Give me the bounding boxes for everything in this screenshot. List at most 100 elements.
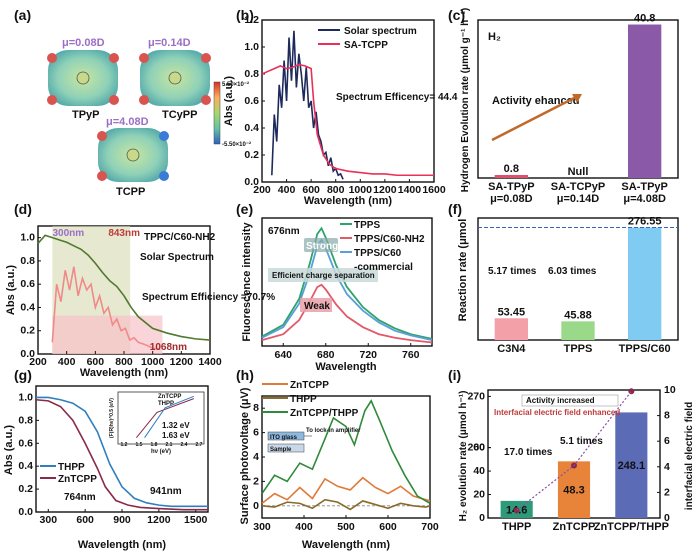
- dipole-label: μ=0.08D: [62, 37, 105, 49]
- plot-area: 200 400 600 800 1000 1200 1400 0.0 0.2 0.4 0.6 0.8 1…: [20, 226, 222, 368]
- series-line-tppc-c60-nh2: [37, 234, 211, 341]
- x-tick-label: 600: [379, 521, 397, 533]
- annotation-activity-increased: Activity increased: [526, 396, 595, 405]
- x-tick-label: 1200: [170, 356, 194, 368]
- x-tick-label: 400: [278, 184, 296, 196]
- category-sublabel: μ=4.08D: [623, 193, 666, 205]
- y-tick-label: 200: [467, 442, 485, 454]
- y-tick-label: 0: [479, 512, 485, 524]
- y-tick-label: 0.0: [18, 506, 33, 518]
- annotation-activity: Activity ehanced: [492, 95, 579, 107]
- annotation-5-17: 5.17 times: [488, 266, 537, 277]
- series-line-zntcpp: [35, 398, 208, 511]
- setup-sample: Sample: [270, 447, 292, 453]
- plot-area: 300 600 900 1200 1500 0.0 0.2 0.4 0.6 0.8 1.0: [18, 391, 208, 526]
- y-tick-label: 0.8: [244, 68, 259, 80]
- y-tick-label: 0.4: [18, 460, 33, 472]
- charge-node: [97, 131, 107, 141]
- annotation-strong: Strong: [306, 241, 338, 252]
- x-tick-label: 680: [317, 349, 335, 361]
- bar-2: [615, 412, 648, 518]
- y-tick-label-right: 10: [664, 384, 676, 396]
- x-tick-label: 800: [115, 356, 133, 368]
- category-sublabel: μ=0.08D: [490, 193, 533, 205]
- series-line-thpp: [36, 396, 208, 508]
- category-label: SA-TCPyP: [551, 181, 605, 193]
- annotation-field-enhanced: Interfacial electric field enhanced: [494, 408, 620, 417]
- category-label: SA-TPyP: [621, 181, 667, 193]
- y-tick-label: 270: [467, 390, 485, 402]
- annotation-separation: Efficient charge separation: [272, 271, 375, 280]
- y-tick-label-right: 6: [664, 435, 670, 447]
- setup-ito: ITO glass: [270, 435, 298, 441]
- panel-label-a: (a): [14, 7, 31, 23]
- series-line-tpps-c60: [261, 238, 433, 341]
- legend-h2: H₂: [488, 31, 501, 43]
- plot-area: 300 400 500 600 700 0 2 4 6 8: [253, 399, 439, 533]
- spv-setup-schematic: ITO glass Sample To lock-in amplifier: [267, 428, 361, 453]
- y-tick-label-right: 8: [664, 410, 670, 422]
- y-tick-label: 6: [253, 427, 259, 439]
- molecule-name: TCPP: [116, 186, 145, 198]
- x-tick-label: 400: [295, 521, 313, 533]
- y-tick-label: 20: [473, 489, 485, 501]
- inset-x-tick: 2.4: [181, 442, 188, 448]
- y-tick-label: 8: [253, 402, 259, 414]
- colorbar-bottom-label: -5.50×10⁻²: [222, 141, 251, 148]
- y-tick-label: 40: [473, 465, 485, 477]
- plot-area: 640 680 720 760: [261, 226, 433, 361]
- plot-area: 0204060200270024681014.6THPP48.3ZnTCPP24…: [467, 384, 675, 533]
- legend-tpps-c60: TPPS/C60: [354, 248, 402, 259]
- y-tick-label: 0.4: [244, 122, 259, 134]
- y-axis-label: Abs (a.u.): [5, 265, 17, 315]
- y-tick-label: 0.8: [18, 414, 33, 426]
- series-line-zntcpp: [261, 476, 431, 504]
- charge-node: [47, 53, 57, 63]
- sample-layer: [267, 443, 305, 453]
- molecule-name: TPyP: [72, 109, 100, 121]
- panel-label-f: (f): [448, 201, 462, 217]
- inset-x-tick: 2.1: [166, 442, 173, 448]
- panel-c: (c) 0.8SA-TPyPμ=0.08DNullSA-TCPyPμ=0.14D…: [448, 7, 679, 205]
- core-atom: [126, 148, 140, 162]
- panel-d: (d) 200 400 600 800 1000 1200 1400 0.0 0.2 0.4 0.6…: [5, 201, 275, 379]
- plot-frame: [261, 217, 433, 347]
- bar-value-label: 48.3: [563, 485, 584, 497]
- x-tick-label: 900: [113, 514, 131, 526]
- panel-a: (a) μ=0.08D TPyP μ=0.14D TCyPP: [14, 7, 251, 198]
- legend-tpps-c60nh2: TPPS/C60-NH2: [354, 234, 425, 245]
- inset-value-1: 1.32 eV: [162, 421, 190, 430]
- legend-thpp: THPP: [290, 394, 317, 405]
- panel-f: (f) 53.45 C3N4 45.88 TPPS 276.55 TPPS/C60 Rea…: [448, 201, 679, 355]
- setup-lockin: To lock-in amplifier: [306, 428, 361, 434]
- category-label: ZnTCPP/THPP: [594, 521, 669, 533]
- x-tick-label: 600: [76, 514, 94, 526]
- category-label: C3N4: [497, 343, 526, 355]
- y-tick-label: 2: [253, 475, 259, 487]
- series-line-solar-spectrum: [51, 266, 160, 351]
- y-tick-label: 0.6: [20, 278, 35, 290]
- plot-area: 53.45 C3N4 45.88 TPPS 276.55 TPPS/C60: [478, 216, 678, 355]
- y-tick-label-right: 2: [664, 486, 670, 498]
- charge-node: [109, 53, 119, 63]
- y-tick-label-right: 4: [664, 461, 670, 473]
- series-line-solar-spectrum: [271, 30, 344, 180]
- charge-node: [139, 53, 149, 63]
- category-label: TPPS/C60: [619, 343, 671, 355]
- y-axis-label: Reaction rate (μmol: [457, 219, 469, 322]
- esp-colorbar: [213, 81, 221, 145]
- inset-plot-area: 1.2 1.5 1.8 2.1 2.4 2.7: [121, 395, 203, 448]
- x-tick-label: 720: [359, 349, 377, 361]
- x-tick-label: 300: [253, 521, 271, 533]
- y-tick-label: 0.8: [20, 255, 35, 267]
- annotation-spectrum-efficiency: Spectrum Efficency= 44.4: [336, 92, 458, 103]
- strong-box: [304, 238, 338, 252]
- solar-region: [52, 315, 163, 354]
- y-tick-label: 60: [473, 442, 485, 454]
- bar-1: [557, 461, 591, 518]
- x-tick-label: 760: [402, 349, 420, 361]
- series-line-sa-tcpp: [261, 63, 434, 177]
- bar-value-label: 276.55: [628, 216, 662, 228]
- legend-commercial: -commercial: [354, 262, 413, 273]
- bar-2: [628, 227, 662, 340]
